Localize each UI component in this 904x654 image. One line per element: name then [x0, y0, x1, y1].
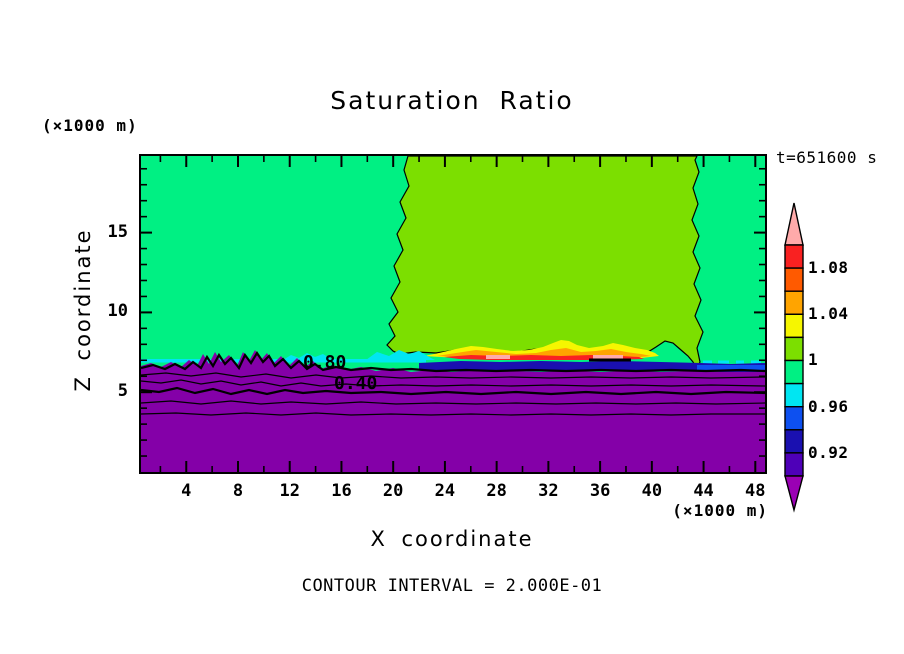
contour-line-0.80	[141, 350, 765, 373]
x-tick-label: 8	[232, 481, 244, 501]
cloud-plume-region	[386, 156, 704, 371]
colorbar-tick-label: 1.04	[808, 304, 849, 323]
x-tick-label: 12	[279, 481, 300, 501]
colorbar-segment	[784, 405, 804, 431]
colorbar-segment	[784, 452, 804, 477]
supersaturation-pink-patch	[486, 355, 510, 359]
colorbar-segment	[784, 313, 804, 339]
supersaturation-pink-patch	[593, 355, 623, 359]
contour-line-thin	[141, 412, 765, 416]
colorbar-over-arrow	[784, 202, 804, 246]
z-tick-label: 10	[107, 301, 128, 322]
subsaturated-lower-region	[141, 350, 765, 472]
axis-ticks	[141, 156, 765, 472]
colorbar-segment	[784, 244, 804, 269]
colorbar-segment	[784, 290, 804, 315]
colorbar-tick-label: 1.08	[808, 258, 849, 277]
plot-area: 0.80 0.40	[139, 154, 767, 474]
x-tick-label: 24	[434, 481, 456, 501]
x-axis-title: X coordinate	[370, 527, 534, 551]
time-annotation: t=651600 s	[776, 148, 878, 167]
x-tick-label: 4	[181, 481, 192, 501]
contour-line-thin	[141, 372, 765, 379]
x-tick-label: 28	[486, 481, 507, 501]
colorbar-tick-label: 0.96	[808, 397, 849, 416]
x-tick-label: 20	[382, 481, 404, 501]
x-tick-label: 32	[538, 481, 559, 501]
colorbar-segment	[784, 359, 804, 385]
interface-cyan-dash	[703, 360, 712, 364]
z-tick-labels: 5 10 15	[88, 0, 128, 654]
x-tick-label: 40	[641, 481, 663, 501]
interface-blue-band	[697, 365, 765, 370]
x-tick-label: 44	[693, 481, 714, 501]
colorbar-tick-label: 0.92	[808, 443, 849, 462]
contour-line-thin	[141, 400, 765, 405]
colorbar-segment	[784, 382, 804, 408]
colorbar-segment	[784, 267, 804, 292]
colorbar-segment	[784, 429, 804, 454]
contour-value-label: 0.40	[334, 373, 378, 394]
x-tick-label: 48	[745, 481, 766, 501]
interface-cyan-patch	[283, 353, 331, 360]
interface-cyan-dash	[736, 360, 744, 364]
chart-title: Saturation Ratio	[330, 86, 574, 115]
z-axis-unit-label: (×1000 m)	[42, 116, 138, 135]
contour-interval-text: CONTOUR INTERVAL = 2.000E-01	[301, 576, 603, 596]
colorbar	[784, 202, 804, 513]
x-axis-unit-label: (×1000 m)	[672, 501, 768, 520]
contour-value-label: 0.80	[303, 352, 347, 373]
z-tick-label: 5	[117, 381, 128, 402]
interface-cyan-patch	[366, 350, 435, 360]
contour-line-thin	[141, 379, 765, 387]
colorbar-tick-label: 1	[808, 350, 819, 369]
z-tick-label: 15	[107, 221, 128, 242]
colorbar-segment	[784, 336, 804, 362]
contour-field-canvas	[141, 156, 765, 472]
colorbar-under-arrow	[784, 475, 804, 513]
x-tick-label: 36	[589, 481, 611, 501]
contour-line-0.40	[141, 386, 765, 396]
interface-cyan-dash	[751, 360, 761, 364]
interface-cyan-dash	[718, 360, 729, 364]
x-tick-label: 16	[331, 481, 352, 501]
